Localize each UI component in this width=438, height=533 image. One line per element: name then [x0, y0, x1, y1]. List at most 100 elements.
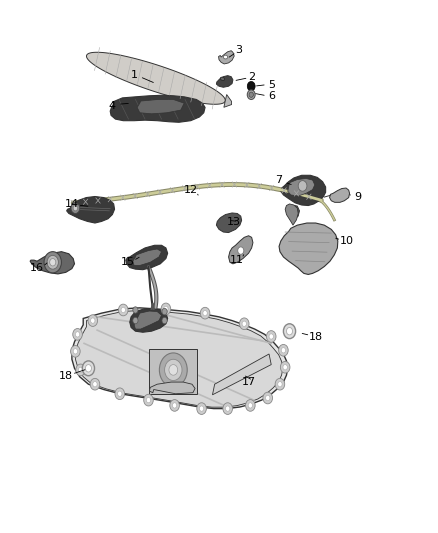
Polygon shape [329, 188, 350, 203]
Circle shape [91, 318, 95, 323]
Circle shape [47, 255, 58, 269]
Circle shape [249, 92, 253, 98]
Circle shape [78, 367, 83, 373]
Polygon shape [137, 100, 184, 114]
Circle shape [169, 365, 178, 375]
Circle shape [44, 252, 61, 273]
Text: 15: 15 [120, 257, 134, 267]
Circle shape [159, 353, 187, 387]
Circle shape [226, 406, 230, 411]
Text: 12: 12 [184, 184, 198, 195]
Polygon shape [279, 223, 338, 274]
Polygon shape [290, 206, 300, 220]
Text: 5: 5 [268, 79, 276, 90]
Circle shape [286, 327, 293, 335]
Circle shape [173, 403, 177, 408]
Circle shape [200, 308, 210, 319]
Text: 1: 1 [131, 70, 138, 79]
Text: 6: 6 [268, 91, 276, 101]
Circle shape [248, 403, 253, 408]
Circle shape [265, 395, 270, 401]
Circle shape [238, 247, 244, 254]
Circle shape [73, 206, 78, 211]
Circle shape [203, 311, 207, 316]
Text: 4: 4 [109, 101, 116, 111]
Circle shape [279, 344, 288, 356]
Text: 2: 2 [248, 71, 255, 82]
Text: 3: 3 [235, 45, 242, 55]
Circle shape [115, 388, 124, 400]
Polygon shape [219, 51, 234, 64]
Polygon shape [130, 309, 168, 332]
Polygon shape [134, 311, 162, 329]
Circle shape [275, 378, 285, 390]
Circle shape [278, 382, 282, 387]
Text: 10: 10 [339, 236, 353, 246]
Polygon shape [216, 76, 233, 87]
Polygon shape [72, 308, 288, 409]
Text: 9: 9 [355, 191, 362, 201]
Polygon shape [149, 349, 197, 394]
Circle shape [199, 406, 204, 411]
Polygon shape [229, 236, 253, 264]
Polygon shape [126, 245, 168, 270]
Text: 18: 18 [59, 371, 73, 381]
Circle shape [146, 398, 151, 403]
Circle shape [266, 330, 276, 342]
Circle shape [75, 332, 80, 337]
Text: 11: 11 [230, 255, 244, 265]
Circle shape [247, 90, 255, 100]
Circle shape [240, 318, 249, 329]
Circle shape [246, 400, 255, 411]
Text: 7: 7 [276, 175, 283, 185]
Polygon shape [30, 252, 74, 274]
Circle shape [49, 259, 56, 266]
Circle shape [144, 394, 153, 406]
Circle shape [197, 403, 206, 415]
Circle shape [223, 403, 233, 415]
Circle shape [269, 334, 273, 339]
Circle shape [242, 321, 247, 326]
Circle shape [121, 308, 125, 313]
Circle shape [263, 392, 272, 404]
Text: 18: 18 [309, 332, 323, 342]
Text: 16: 16 [30, 263, 44, 273]
Circle shape [165, 359, 182, 381]
Circle shape [247, 82, 255, 91]
Circle shape [133, 307, 138, 313]
Polygon shape [224, 94, 232, 107]
Circle shape [280, 361, 290, 373]
Ellipse shape [220, 77, 225, 80]
Polygon shape [86, 52, 225, 104]
Circle shape [90, 378, 100, 390]
Circle shape [162, 317, 167, 324]
Polygon shape [216, 213, 242, 232]
Circle shape [71, 203, 80, 214]
Circle shape [170, 400, 180, 411]
Circle shape [93, 382, 97, 387]
Circle shape [283, 324, 296, 338]
Text: 14: 14 [65, 199, 79, 209]
Circle shape [161, 303, 171, 315]
Ellipse shape [223, 55, 228, 59]
Polygon shape [76, 310, 283, 407]
Text: 17: 17 [241, 377, 256, 387]
Circle shape [298, 181, 307, 191]
Circle shape [71, 345, 80, 357]
Circle shape [281, 348, 286, 353]
Circle shape [117, 391, 122, 397]
Circle shape [283, 365, 287, 370]
Circle shape [73, 328, 82, 340]
Polygon shape [67, 197, 115, 223]
Polygon shape [288, 179, 315, 196]
Polygon shape [133, 249, 162, 265]
Polygon shape [285, 204, 298, 225]
Circle shape [162, 309, 167, 315]
Circle shape [85, 365, 92, 372]
Circle shape [164, 306, 168, 312]
Polygon shape [281, 175, 325, 206]
Circle shape [133, 317, 138, 324]
Polygon shape [212, 354, 271, 395]
Circle shape [118, 304, 128, 316]
Circle shape [76, 364, 85, 376]
